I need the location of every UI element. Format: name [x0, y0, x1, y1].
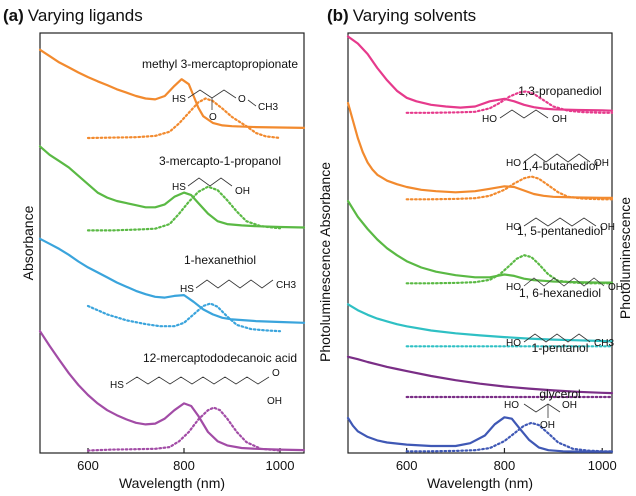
chemical-structure: HO OH — [482, 109, 567, 125]
chemical-structure: HO CH3 — [506, 333, 614, 349]
panel-a-ylabel: Absorbance — [20, 205, 36, 280]
x-tick-label: 600 — [77, 458, 99, 473]
photoluminescence-curve-b-2 — [405, 254, 614, 285]
absorbance-curve-b-1 — [346, 101, 614, 199]
structure-atom-label: HO — [506, 222, 521, 233]
structure-atom-label: HO — [506, 338, 521, 349]
series-label: 1-pentanol — [532, 341, 589, 355]
structure-atom-label: HS — [172, 94, 186, 105]
structure-bond — [523, 403, 561, 413]
photoluminescence-curve-b-0 — [405, 90, 614, 114]
structure-bond — [523, 217, 597, 227]
series-label: glycerol — [539, 387, 580, 401]
x-tick-label: 800 — [173, 458, 195, 473]
photoluminescence-curve-b-5 — [405, 421, 614, 453]
absorbance-curve-b-3 — [346, 303, 614, 343]
absorbance-curve-a-2 — [38, 237, 306, 324]
structure-atom-label: OH — [608, 282, 623, 293]
series-label: 1, 6-hexanediol — [519, 286, 601, 300]
structure-bond — [247, 99, 257, 107]
structure-bond — [195, 279, 274, 289]
photoluminescence-curve-a-1 — [86, 185, 282, 232]
panel-a-curves — [38, 48, 306, 452]
structure-atom-label: CH3 — [276, 280, 296, 291]
absorbance-curve-a-0 — [38, 48, 306, 129]
x-tick-label: 1000 — [266, 458, 295, 473]
structure-atom-label: OH — [540, 420, 555, 431]
panel-a-ticks: 600 800 1000 — [77, 448, 294, 473]
chemical-structure: HO OH — [506, 153, 609, 169]
panel-a-title: (a) Varying ligands — [3, 6, 143, 25]
structure-bond — [187, 177, 233, 187]
chemical-structure: HO OH — [506, 217, 615, 233]
structure-atom-label: OH — [235, 186, 250, 197]
panel-a-letter: (a) — [3, 6, 24, 25]
structure-atom-label: HS — [180, 284, 194, 295]
series-label: 12-mercaptododecanoic acid — [143, 351, 297, 365]
structure-atom-label: HO — [482, 114, 497, 125]
absorbance-curve-b-5 — [346, 416, 614, 453]
panel-a-frame — [39, 32, 305, 454]
panel-b-ylabel-left: Photoluminescence Absorbance — [317, 162, 333, 362]
series-label: 1,4-butanediol — [522, 159, 598, 173]
series-label: 1, 5-pentanediol — [517, 224, 603, 238]
structure-atom-label: HO — [506, 282, 521, 293]
panel-b-ylabel-right: Photoluminescence — [617, 197, 633, 319]
photoluminescence-curve-a-3 — [86, 406, 282, 452]
panel-b-xlabel: Wavelength (nm) — [427, 475, 533, 491]
chemical-structure: HS CH3 — [180, 279, 296, 295]
structure-atom-label: O — [272, 368, 280, 379]
x-tick-label: 800 — [494, 458, 516, 473]
photoluminescence-curve-b-1 — [405, 175, 614, 201]
panel-a-title-text: Varying ligands — [28, 6, 143, 25]
chemical-structure: HO OH OH — [504, 400, 577, 431]
structure-bond — [523, 153, 591, 163]
absorbance-curve-a-3 — [38, 330, 306, 452]
panel-b-curves — [346, 35, 614, 453]
chemical-structure: HS O OH — [110, 368, 282, 407]
chemical-structure: HO OH — [506, 277, 623, 293]
panel-b-ticks: 600 800 1000 — [396, 448, 617, 473]
structure-atom-label: OH — [267, 396, 282, 407]
structure-bond — [187, 89, 237, 99]
panel-b-letter: (b) — [327, 6, 349, 25]
photoluminescence-curve-a-2 — [86, 302, 282, 333]
structure-atom-label: O — [238, 94, 246, 105]
structure-bond — [523, 333, 591, 343]
x-tick-label: 1000 — [588, 458, 617, 473]
absorbance-curve-b-4 — [346, 355, 614, 395]
structure-bond — [523, 277, 605, 287]
structure-atom-label: O — [209, 112, 217, 123]
x-tick-label: 600 — [396, 458, 418, 473]
panel-a-curve-labels: methyl 3-mercaptopropionate HS O O CH3 3-merc… — [110, 57, 298, 407]
chemical-structure: HS O O CH3 — [172, 89, 278, 123]
series-label: 1,3-propanediol — [518, 84, 601, 98]
series-label: methyl 3-mercaptopropionate — [142, 57, 298, 71]
structure-atom-label: HS — [172, 182, 186, 193]
series-label: 3-mercapto-1-propanol — [159, 154, 281, 168]
absorbance-curve-b-0 — [346, 35, 614, 112]
structure-atom-label: HO — [504, 400, 519, 411]
absorbance-curve-a-1 — [38, 145, 306, 229]
photoluminescence-curve-a-0 — [86, 97, 282, 140]
panel-b-frame — [347, 32, 613, 454]
structure-atom-label: OH — [600, 222, 615, 233]
panel-a-xlabel: Wavelength (nm) — [119, 475, 225, 491]
panel-b-title: (b) Varying solvents — [327, 6, 476, 25]
structure-atom-label: HO — [506, 158, 521, 169]
structure-atom-label: CH3 — [594, 338, 614, 349]
structure-atom-label: CH3 — [258, 102, 278, 113]
panel-b-title-text: Varying solvents — [353, 6, 476, 25]
series-label: 1-hexanethiol — [184, 253, 256, 267]
structure-atom-label: HS — [110, 380, 124, 391]
structure-bond — [125, 376, 270, 385]
structure-bond — [499, 109, 549, 119]
chemical-structure: HS OH — [172, 177, 250, 197]
absorbance-curve-b-2 — [346, 199, 614, 284]
structure-atom-label: OH — [562, 400, 577, 411]
structure-atom-label: OH — [552, 114, 567, 125]
structure-atom-label: OH — [594, 158, 609, 169]
